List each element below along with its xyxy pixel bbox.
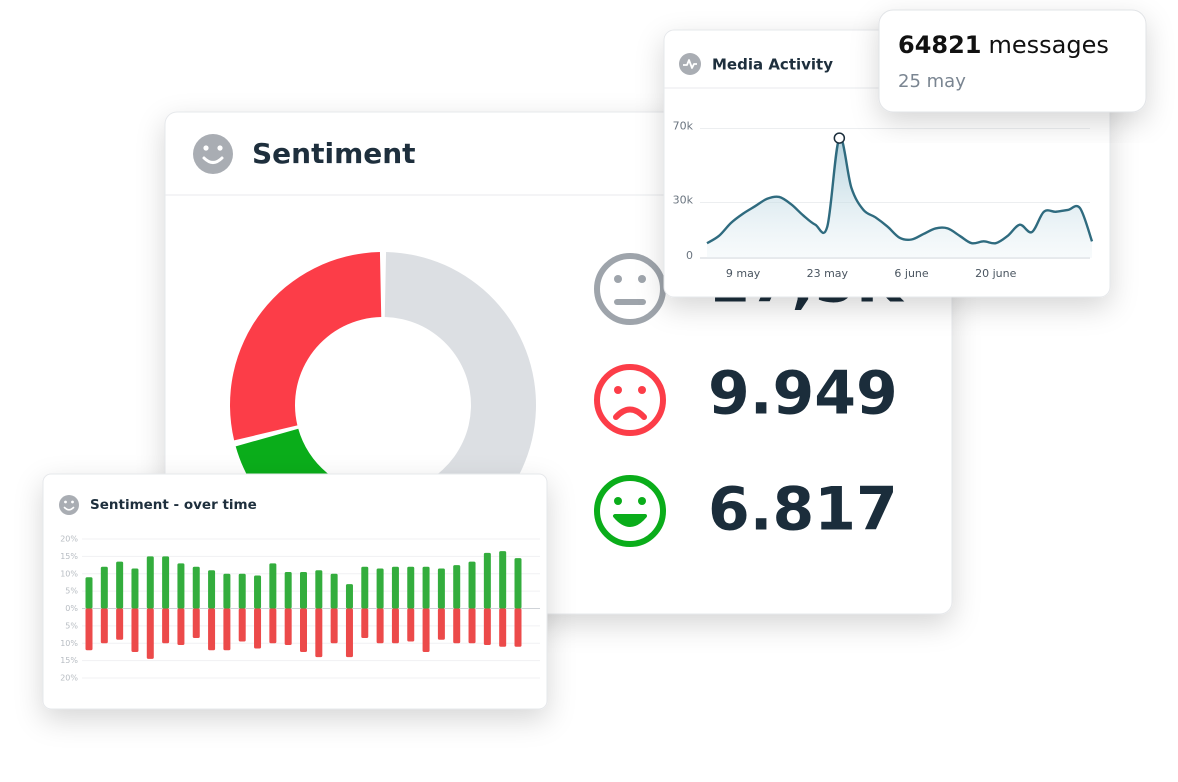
bar — [177, 563, 185, 609]
tooltip-value: 64821 messages — [898, 31, 1109, 59]
bar — [514, 608, 522, 647]
smiley-icon — [193, 134, 233, 174]
y-tick-label: 30k — [673, 194, 694, 207]
bar — [422, 566, 430, 609]
tooltip-number: 64821 — [898, 31, 982, 59]
y-tick-label: 10% — [60, 569, 78, 578]
neutral-face — [594, 253, 666, 325]
bar — [300, 572, 307, 609]
bar — [422, 608, 430, 652]
bar — [315, 608, 323, 658]
bar — [437, 568, 445, 609]
y-tick-label: 5% — [65, 587, 78, 596]
y-tick-label: 20% — [60, 674, 78, 683]
card-title: Sentiment - over time — [90, 497, 257, 513]
bar — [499, 608, 507, 647]
y-tick-label: 15% — [60, 656, 78, 665]
bar — [254, 575, 262, 609]
bar — [85, 608, 93, 651]
donut-segment — [230, 252, 382, 441]
activity-icon — [679, 53, 701, 75]
bar — [468, 608, 476, 644]
bar — [376, 568, 384, 609]
smiley-icon — [59, 495, 79, 515]
bar — [116, 608, 124, 640]
bar — [208, 570, 216, 609]
bar — [330, 608, 338, 644]
bar — [146, 556, 154, 609]
bar — [131, 608, 139, 652]
bar — [223, 573, 231, 609]
x-tick-label: 6 june — [894, 267, 928, 280]
bar — [407, 566, 415, 609]
y-tick-label: 20% — [60, 535, 78, 544]
line — [706, 136, 1094, 245]
bar — [223, 608, 231, 651]
y-tick-label: 70k — [673, 120, 694, 133]
y-tick-label: 5% — [65, 621, 78, 630]
sentiment-over-time-card: Sentiment - over time 20% 15% 10% 5% 0% 5% 10%… — [42, 473, 548, 710]
negative-face — [594, 364, 666, 436]
y-tick-label: 0% — [65, 604, 78, 613]
negative-count: 9.949 — [708, 359, 898, 429]
bar — [238, 608, 246, 642]
bar — [85, 577, 93, 609]
bar — [437, 608, 445, 640]
area — [707, 137, 1092, 258]
bar — [514, 558, 522, 609]
bar — [192, 566, 200, 609]
bar — [453, 608, 461, 644]
bar — [468, 561, 476, 609]
y-tick-label: 10% — [60, 639, 78, 648]
tooltip-unit: messages — [989, 31, 1109, 59]
positive-count: 6.817 — [708, 475, 898, 545]
bar — [483, 552, 491, 609]
bar — [483, 608, 491, 645]
bar — [238, 573, 246, 609]
bar — [330, 573, 338, 609]
hover-point — [833, 132, 846, 144]
card-title: Sentiment — [252, 137, 416, 170]
bar — [269, 563, 277, 609]
bar — [100, 566, 108, 609]
x-tick-label: 9 may — [726, 267, 761, 280]
positive-face — [594, 475, 666, 547]
bar — [391, 608, 399, 644]
bar — [361, 608, 369, 639]
bar — [284, 608, 292, 645]
bar — [407, 608, 415, 642]
x-tick-label: 23 may — [807, 267, 849, 280]
bar — [300, 608, 307, 652]
tooltip-box — [878, 9, 1147, 113]
y-tick-label: 0 — [686, 249, 693, 262]
tooltip: 64821 messages 25 may — [878, 9, 1147, 113]
bar — [391, 566, 399, 609]
bar — [361, 566, 369, 609]
bar — [499, 551, 507, 609]
bar — [345, 608, 353, 658]
y-tick-label: 15% — [60, 552, 78, 561]
bar — [376, 608, 384, 644]
bar — [131, 568, 139, 609]
bar — [208, 608, 216, 651]
bar — [254, 608, 262, 649]
x-tick-label: 20 june — [975, 267, 1016, 280]
bar — [269, 608, 277, 644]
bar — [100, 608, 108, 644]
bar — [162, 608, 170, 644]
bar — [315, 570, 323, 609]
bar — [146, 608, 154, 659]
bar — [192, 608, 200, 639]
tooltip-date: 25 may — [898, 71, 966, 92]
bar — [116, 561, 124, 609]
bar — [284, 572, 292, 609]
bar — [453, 565, 461, 609]
bar — [345, 584, 353, 609]
bar — [177, 608, 185, 645]
bar — [162, 556, 170, 609]
card-title: Media Activity — [712, 56, 833, 74]
